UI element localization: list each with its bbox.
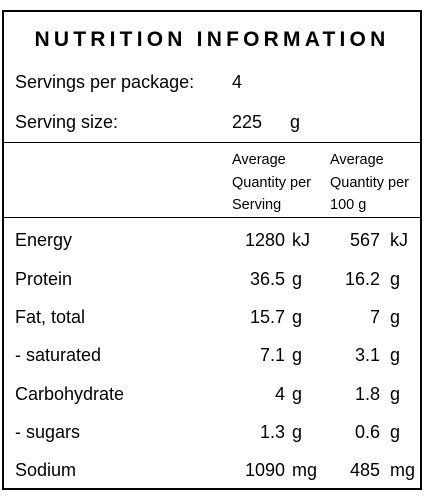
nutrient-row-protein: Protein 36.5 g 16.2 g [4,269,420,307]
nutrient-row-sodium: Sodium 1090 mg 485 mg [4,460,420,498]
nutrient-row-carbohydrate: Carbohydrate 4 g 1.8 g [4,384,420,422]
column-header-per-serving: Average Quantity per Serving [232,152,311,213]
nutrient-label: Protein [15,269,73,289]
nutrient-label: - saturated [15,345,102,365]
per-serving-unit: g [292,269,303,289]
nutrient-row-fat-total: Fat, total 15.7 g 7 g [4,307,420,345]
nutrient-row-energy: Energy 1280 kJ 567 kJ [4,230,420,268]
nutrient-label: Fat, total [15,307,86,327]
per-serving-unit: g [292,422,303,442]
nutrient-label: - sugars [15,422,81,442]
per-100g-value: 7 [369,307,380,327]
per-100g-value: 16.2 [344,269,380,289]
divider-bottom [4,217,420,218]
servings-label: Servings per package: [15,72,195,92]
per-100g-unit: mg [390,460,416,480]
per-100g-value: 567 [349,230,380,250]
serving-size-value: 225 [232,112,263,132]
column-header-per-100g: Average Quantity per 100 g [330,152,409,213]
per-serving-unit: kJ [292,230,310,250]
per-serving-value: 15.7 [249,307,285,327]
nutrient-label: Energy [15,230,73,250]
nutrient-row-saturated: - saturated 7.1 g 3.1 g [4,345,420,383]
per-serving-value: 4 [274,384,285,404]
per-100g-value: 485 [349,460,380,480]
per-serving-value: 1090 [244,460,285,480]
nutrient-label: Sodium [15,460,77,480]
per-100g-value: 3.1 [354,345,380,365]
nutrient-row-sugars: - sugars 1.3 g 0.6 g [4,422,420,460]
per-serving-value: 1.3 [259,422,285,442]
per-serving-value: 1280 [244,230,285,250]
per-100g-unit: g [390,345,401,365]
serving-size-unit: g [290,112,301,132]
divider-top [4,142,420,143]
servings-row: Servings per package: 4 [15,72,242,93]
per-100g-unit: kJ [390,230,408,250]
serving-size-label: Serving size: [15,112,119,132]
per-100g-value: 0.6 [354,422,380,442]
panel-title: NUTRITION INFORMATION [34,28,390,51]
per-serving-unit: g [292,307,303,327]
per-serving-value: 7.1 [259,345,285,365]
serving-size-row: Serving size: 225 g [15,112,300,133]
per-serving-unit: mg [292,460,318,480]
per-100g-unit: g [390,269,401,289]
per-serving-value: 36.5 [249,269,285,289]
per-serving-unit: g [292,384,303,404]
per-100g-value: 1.8 [354,384,380,404]
servings-value: 4 [232,72,243,92]
per-100g-unit: g [390,307,401,327]
nutrition-panel: NUTRITION INFORMATION Servings per packa… [2,10,422,490]
per-100g-unit: g [390,384,401,404]
per-100g-unit: g [390,422,401,442]
nutrient-label: Carbohydrate [15,384,125,404]
per-serving-unit: g [292,345,303,365]
